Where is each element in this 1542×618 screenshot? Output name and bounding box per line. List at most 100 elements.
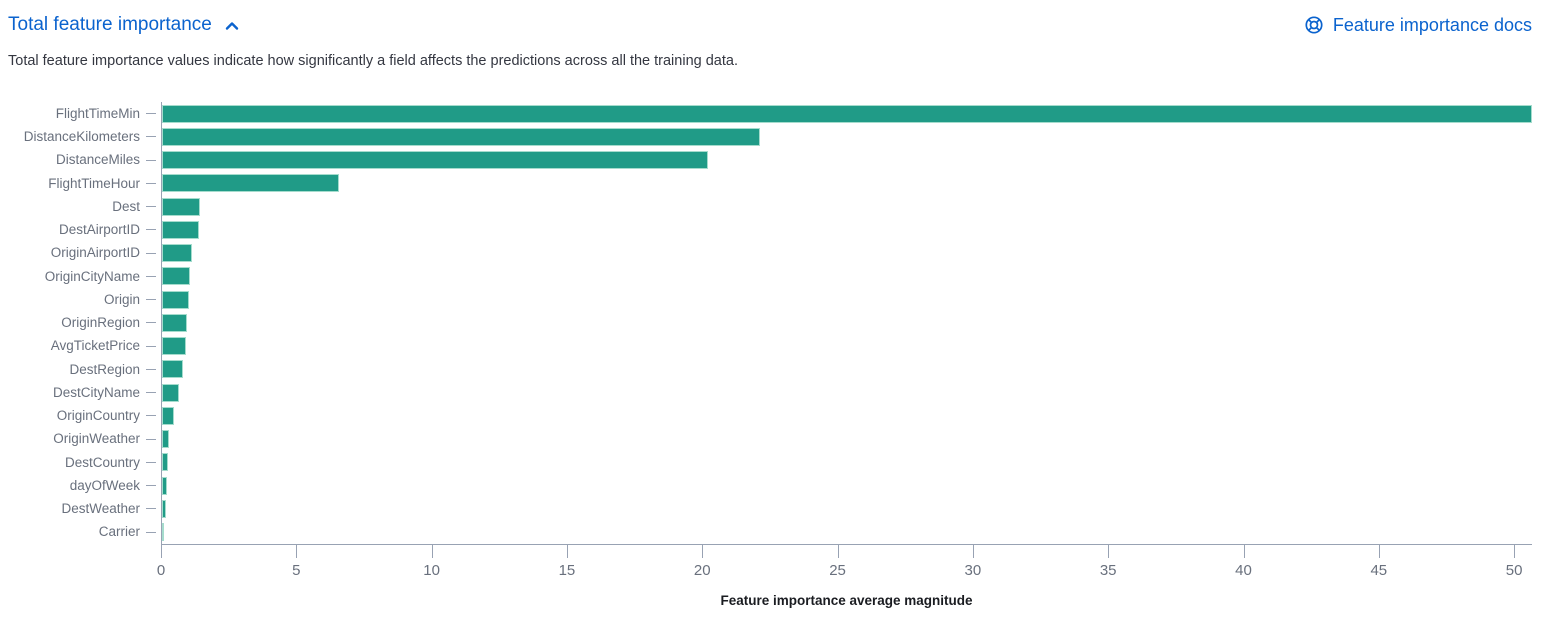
y-axis-tick (146, 113, 156, 115)
chart-row: AvgTicketPrice (0, 334, 1542, 358)
bar[interactable] (162, 406, 175, 425)
documentation-icon (1304, 15, 1324, 35)
bar[interactable] (162, 174, 340, 193)
bar-track (161, 102, 1532, 126)
chart-row: OriginWeather (0, 427, 1542, 451)
bar-track (161, 148, 1532, 172)
y-axis-tick (146, 438, 156, 440)
x-axis-tick-label: 35 (1099, 561, 1117, 579)
chart-row: OriginAirportID (0, 241, 1542, 265)
x-axis-tick (1108, 544, 1110, 558)
x-axis-tick-label: 10 (423, 561, 440, 579)
y-axis-tick (146, 485, 156, 487)
bar[interactable] (162, 267, 190, 286)
x-axis-tick (431, 544, 433, 558)
bar-track (161, 381, 1532, 405)
y-axis-tick (146, 368, 156, 370)
chart-row: Dest (0, 195, 1542, 219)
bar-track (161, 311, 1532, 335)
chart-row: FlightTimeHour (0, 171, 1542, 195)
bar-track (161, 264, 1532, 288)
y-axis-label: Origin (103, 291, 140, 307)
y-axis-tick (146, 275, 156, 277)
x-axis-tick-label: 20 (693, 561, 711, 579)
y-axis-label: DestWeather (61, 501, 140, 517)
chart-row: FlightTimeMin (0, 102, 1542, 126)
chart-row: DistanceKilometers (0, 125, 1542, 149)
x-axis-tick (161, 544, 162, 558)
x-axis-tick (702, 544, 704, 558)
panel-description: Total feature importance values indicate… (8, 53, 738, 69)
y-axis-tick (146, 182, 156, 184)
bar[interactable] (162, 383, 180, 402)
y-axis-tick (146, 392, 156, 394)
x-axis-tick (837, 544, 839, 558)
bar[interactable] (162, 244, 193, 263)
chart-row: DestAirportID (0, 218, 1542, 242)
bar[interactable] (162, 360, 183, 379)
y-axis-label: DestCityName (52, 384, 140, 400)
x-axis-tick-label: 5 (292, 561, 301, 579)
bar[interactable] (162, 313, 188, 332)
feature-importance-docs-link[interactable]: Feature importance docs (1304, 12, 1532, 38)
x-axis: 0 5 10 15 20 25 30 35 40 45 50 (157, 543, 1532, 584)
panel-title: Total feature importance (8, 14, 212, 35)
panel-header: Total feature importance Feature importa… (0, 0, 1542, 38)
y-axis-tick (146, 299, 156, 301)
x-axis-tick (1514, 544, 1516, 558)
bar[interactable] (162, 523, 164, 542)
bar-track (161, 404, 1532, 428)
chart-row: DestWeather (0, 497, 1542, 521)
x-axis-tick (296, 544, 298, 558)
y-axis-label: OriginWeather (53, 431, 140, 447)
bar[interactable] (162, 337, 187, 356)
chart-row: DistanceMiles (0, 148, 1542, 172)
y-axis-label: DistanceMiles (55, 152, 140, 168)
x-axis-tick (1378, 544, 1380, 558)
total-feature-importance-toggle[interactable]: Total feature importance (8, 12, 240, 38)
bar[interactable] (162, 151, 709, 170)
bar[interactable] (162, 220, 200, 239)
x-axis-tick (1243, 544, 1245, 558)
y-axis-tick (146, 322, 156, 324)
chart-row: DestRegion (0, 357, 1542, 381)
y-axis-label: FlightTimeMin (55, 105, 140, 121)
y-axis-label: OriginRegion (61, 315, 140, 331)
bar-track (161, 450, 1532, 474)
y-axis-tick (146, 159, 156, 161)
bar-track (161, 288, 1532, 312)
bar[interactable] (162, 476, 168, 495)
bar-track (161, 357, 1532, 381)
y-axis-label: OriginAirportID (50, 245, 140, 261)
x-axis-tick-label: 40 (1235, 561, 1252, 579)
y-axis-tick (146, 345, 156, 347)
chart-row: OriginCityName (0, 264, 1542, 288)
chart-row: Carrier (0, 520, 1542, 544)
bar-track (161, 427, 1532, 451)
x-axis-tick-label: 0 (156, 561, 166, 579)
chevron-up-icon (224, 18, 240, 34)
plot-rows: FlightTimeMin DistanceKilometers DistanceM… (0, 102, 1542, 544)
y-axis-tick (146, 461, 156, 463)
bar[interactable] (162, 453, 168, 472)
x-axis-tick-label: 45 (1370, 561, 1388, 579)
feature-importance-chart: FlightTimeMin DistanceKilometers DistanceM… (0, 102, 1542, 608)
bar[interactable] (162, 197, 200, 216)
bar[interactable] (162, 499, 166, 518)
bar[interactable] (162, 430, 170, 449)
bar-track (161, 497, 1532, 521)
y-axis-tick (146, 252, 156, 254)
y-axis-label: DestAirportID (58, 222, 140, 238)
bar[interactable] (162, 127, 760, 146)
y-axis-label: OriginCountry (56, 408, 140, 424)
bar-track (161, 171, 1532, 195)
chart-row: OriginRegion (0, 311, 1542, 335)
x-axis-tick-label: 30 (964, 561, 982, 579)
x-axis-tick (972, 544, 974, 558)
y-axis-label: dayOfWeek (69, 477, 140, 493)
docs-link-label: Feature importance docs (1332, 15, 1532, 35)
bar[interactable] (162, 104, 1532, 123)
bar[interactable] (162, 290, 190, 309)
y-axis-tick (146, 136, 156, 138)
